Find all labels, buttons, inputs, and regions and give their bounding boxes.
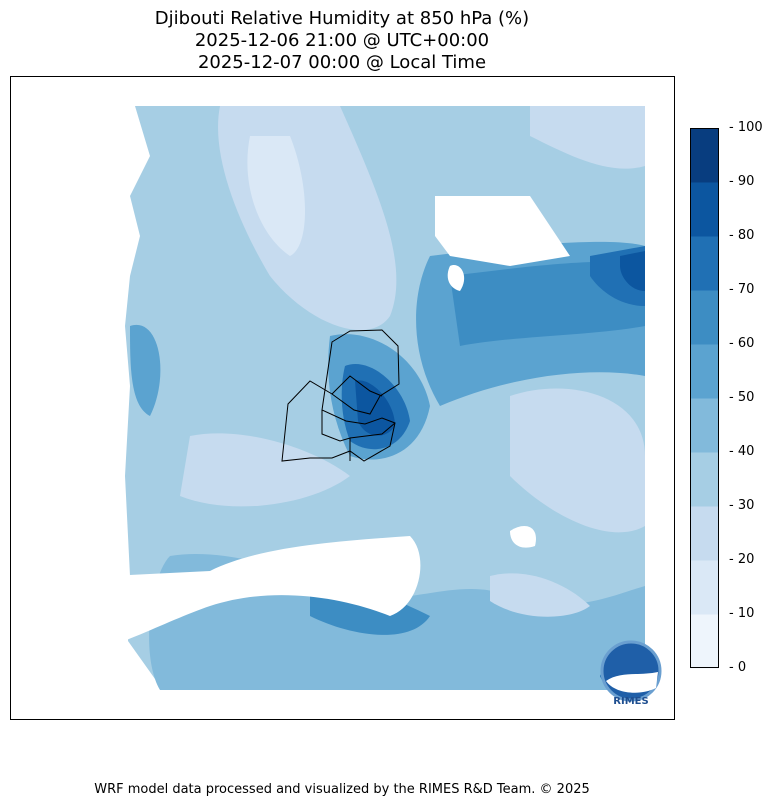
colorbar-level [690, 128, 719, 183]
colorbar [690, 128, 719, 669]
colorbar-level [690, 452, 719, 507]
colorbar-tick: - 20 [729, 552, 755, 567]
missing-data-areas [40, 186, 570, 646]
colorbar-level [690, 290, 719, 345]
colorbar-level [690, 398, 719, 453]
credit-text: WRF model data processed and visualized … [94, 782, 590, 797]
colorbar-tick: - 80 [729, 228, 755, 243]
colorbar-tick: - 60 [729, 336, 755, 351]
colorbar-tick: - 30 [729, 498, 755, 513]
map-subtitle-local: 2025-12-07 00:00 @ Local Time [197, 52, 487, 73]
colorbar-level [690, 506, 719, 561]
colorbar-level [690, 560, 719, 615]
colorbar-tick: - 40 [729, 444, 755, 459]
colorbar-tick: - 70 [729, 282, 755, 297]
colorbar-tick: - 50 [729, 390, 755, 405]
colorbar-tick: - 90 [729, 174, 755, 189]
logo-text: RIMES [613, 696, 648, 707]
colorbar-level [690, 614, 719, 669]
colorbar-tick: - 10 [729, 606, 755, 621]
colorbar-level [690, 344, 719, 399]
djibouti-borders [281, 329, 400, 462]
colorbar-level [690, 236, 719, 291]
map-title: Djibouti Relative Humidity at 850 hPa (%… [154, 8, 530, 29]
map-subtitle-utc: 2025-12-06 21:00 @ UTC+00:00 [194, 30, 490, 51]
colorbar-tick: - 0 [729, 660, 747, 675]
rimes-logo: RIMES [600, 640, 662, 707]
colorbar-tick: - 100 [729, 120, 763, 135]
humidity-map: RIMES [10, 76, 675, 720]
colorbar-level [690, 182, 719, 237]
